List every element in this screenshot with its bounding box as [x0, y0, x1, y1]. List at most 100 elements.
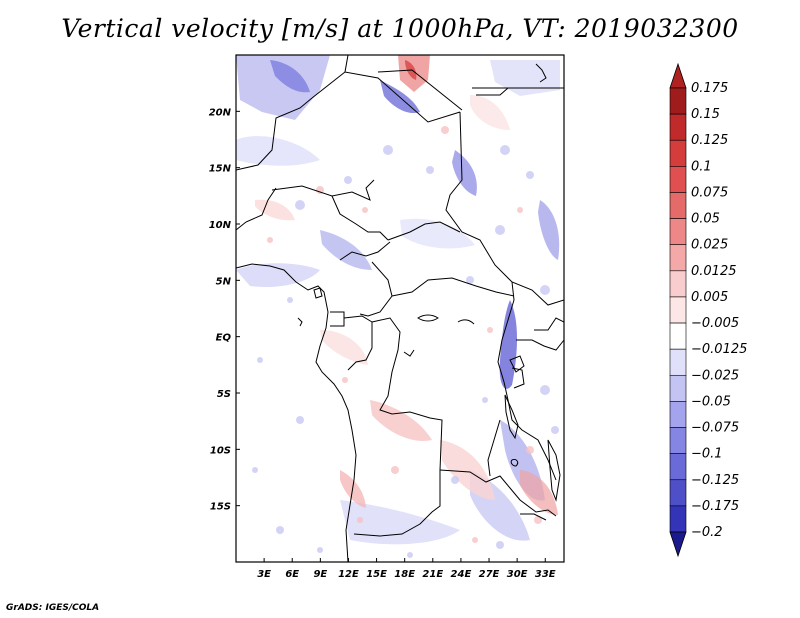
border-line — [344, 55, 349, 73]
colorbar-swatch — [669, 427, 687, 454]
border-line — [371, 317, 443, 471]
lat-tick-label: 20N — [209, 107, 232, 118]
colorbar-swatch — [669, 87, 687, 115]
border-line — [391, 277, 515, 297]
border-line — [511, 367, 525, 389]
colorbar-swatch — [669, 113, 687, 141]
lon-tick-label: 9E — [313, 569, 327, 580]
longitude-axis: 3E 6E 9E 12E 15E 18E 21E 24E 27E 30E 33E — [257, 558, 556, 580]
velocity-patch — [270, 60, 310, 93]
colorbar-swatch — [669, 244, 687, 272]
colorbar-swatch — [669, 401, 687, 428]
border-line — [236, 263, 357, 562]
lat-tick-label: 15N — [209, 164, 232, 175]
colorbar-label: −0.0125 — [691, 342, 747, 357]
velocity-patch — [490, 60, 560, 96]
border-line — [457, 319, 475, 325]
border-line — [236, 187, 277, 231]
velocity-patch — [255, 199, 295, 221]
colorbar-swatch — [669, 166, 687, 193]
lon-tick-label: 12E — [338, 569, 359, 580]
colorbar-label: −0.05 — [691, 394, 731, 409]
border-line — [297, 317, 303, 327]
colorbar-label: 0.0125 — [691, 264, 737, 279]
lon-tick-label: 27E — [479, 569, 500, 580]
colorbar-label: 0.05 — [691, 212, 720, 227]
border-line — [487, 419, 501, 477]
velocity-patch — [499, 300, 517, 389]
border-line — [353, 470, 441, 537]
lon-tick-label: 21E — [422, 569, 443, 580]
border-line — [547, 439, 561, 502]
border-line — [417, 314, 439, 322]
lat-tick-label: 5N — [216, 276, 232, 287]
lat-tick-label: 15S — [210, 502, 231, 513]
country-borders — [236, 55, 564, 562]
colorbar-label: −0.175 — [691, 499, 739, 514]
lon-tick-label: 33E — [535, 569, 556, 580]
velocity-patch — [452, 150, 477, 196]
border-line — [236, 97, 313, 171]
colorbar-swatch — [669, 453, 687, 481]
border-line — [520, 513, 547, 521]
border-line — [313, 287, 323, 299]
colorbar-top-triangle — [669, 62, 687, 89]
lon-tick-label: 3E — [257, 569, 271, 580]
colorbar-swatch — [669, 296, 687, 324]
velocity-speckle — [267, 126, 542, 543]
colorbar-label: −0.2 — [691, 525, 723, 540]
lon-tick-label: 6E — [285, 569, 299, 580]
velocity-patch — [320, 330, 368, 365]
border-line — [343, 315, 373, 371]
colorbar-swatch — [669, 505, 687, 533]
grads-credit: GrADS: IGES/COLA — [6, 603, 100, 613]
velocity-patch — [370, 400, 432, 441]
colorbar-label: 0.175 — [691, 81, 728, 96]
border-line — [387, 221, 461, 241]
border-line — [331, 195, 389, 241]
velocity-speckle — [252, 145, 559, 558]
border-line — [311, 71, 461, 123]
colorbar-label: 0.025 — [691, 238, 728, 253]
lon-tick-label: 15E — [366, 569, 387, 580]
colorbar-label: −0.025 — [691, 368, 739, 383]
colorbar-bottom-triangle — [669, 531, 687, 558]
latitude-axis: 20N 15N 10N 5N EQ 5S 10S 15S — [209, 107, 240, 513]
border-line — [476, 87, 509, 96]
colorbar-label: 0.1 — [691, 159, 712, 174]
colorbar-swatch — [669, 322, 687, 350]
colorbar-swatch — [669, 374, 687, 402]
colorbar-label: 0.005 — [691, 290, 728, 305]
map-frame — [235, 54, 565, 563]
border-line — [403, 349, 415, 357]
border-line — [271, 179, 375, 201]
colorbar-swatch — [669, 348, 687, 376]
velocity-patch — [538, 200, 560, 260]
colorbar-label: −0.075 — [691, 421, 739, 436]
velocity-patch — [236, 263, 320, 288]
colorbar-swatch — [669, 479, 687, 507]
velocity-patch — [236, 136, 320, 166]
velocity-patch — [400, 218, 475, 249]
colorbar-label: −0.1 — [691, 447, 723, 462]
border-line — [330, 311, 345, 327]
border-line — [535, 63, 547, 83]
border-line — [497, 281, 557, 481]
border-line — [516, 339, 564, 351]
colorbar-swatch — [669, 270, 687, 298]
colorbar-label: 0.125 — [691, 133, 728, 148]
lat-tick-label: 10N — [209, 220, 232, 231]
velocity-patch — [470, 95, 510, 130]
border-line — [339, 241, 391, 261]
colorbar-label: 0.075 — [691, 185, 728, 200]
velocity-patch — [236, 55, 330, 120]
lat-tick-label: 5S — [217, 389, 231, 400]
border-line — [359, 261, 393, 317]
velocity-patch — [520, 470, 558, 515]
border-line — [377, 69, 463, 111]
colorbar-swatch — [669, 139, 687, 167]
colorbar-swatch — [669, 192, 687, 219]
velocity-patch — [340, 500, 460, 545]
border-line — [510, 459, 519, 467]
